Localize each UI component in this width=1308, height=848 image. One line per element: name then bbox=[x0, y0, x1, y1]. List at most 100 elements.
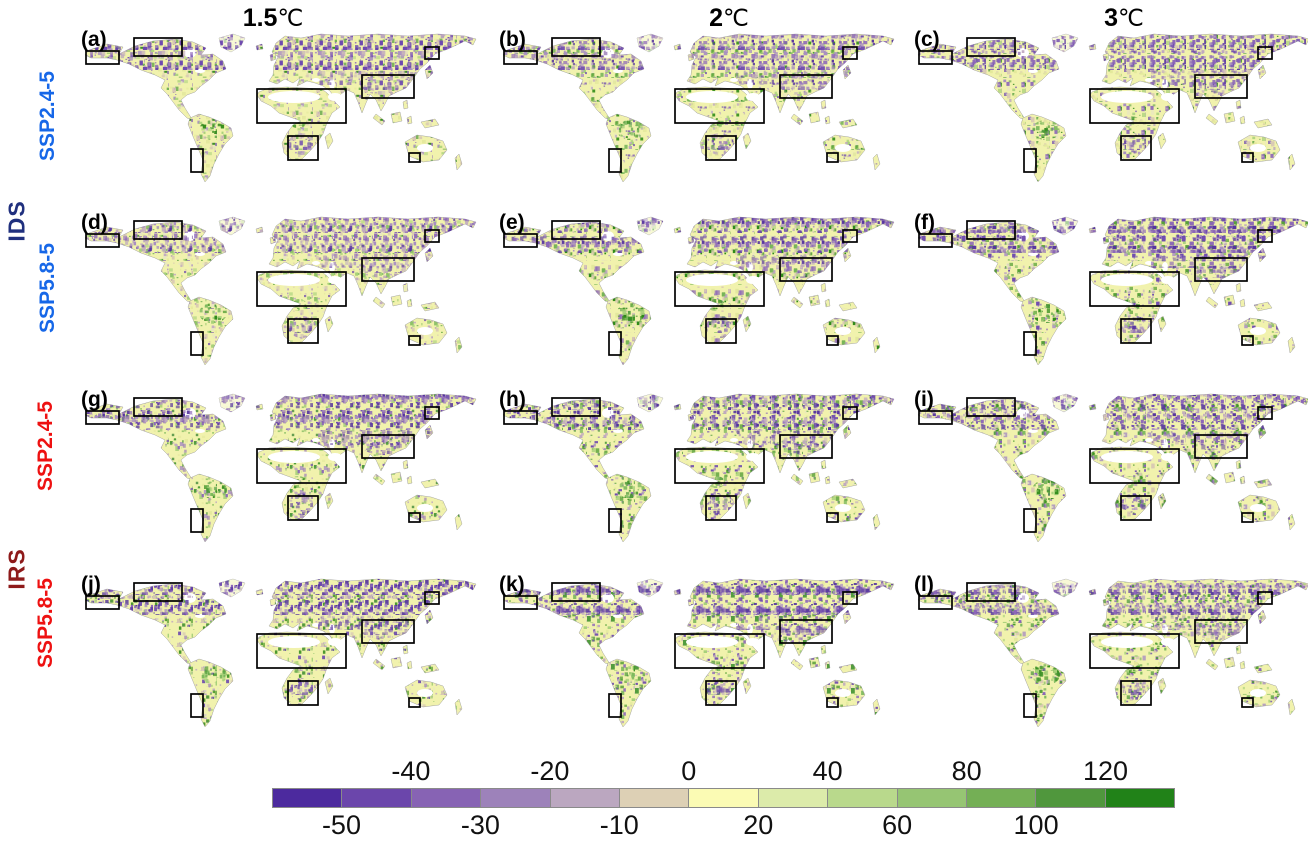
colorbar-segment-10 bbox=[966, 789, 1037, 807]
region-box-chile bbox=[608, 693, 622, 718]
region-box-ne-siberia bbox=[424, 46, 440, 60]
region-box-north-canada bbox=[551, 37, 601, 57]
region-box-north-canada bbox=[551, 220, 601, 240]
region-box-australia bbox=[1241, 697, 1254, 708]
colorbar-tick-0: 0 bbox=[681, 756, 697, 786]
region-box-southern-africa bbox=[705, 495, 737, 521]
region-box-north-canada bbox=[133, 582, 183, 602]
region-box-alaska bbox=[85, 410, 120, 425]
region-box-mediterranean bbox=[674, 88, 765, 124]
region-box-ne-siberia bbox=[424, 406, 440, 420]
region-box-mediterranean bbox=[1089, 271, 1180, 307]
region-box-ne-siberia bbox=[842, 406, 858, 420]
region-box-north-canada bbox=[551, 397, 601, 417]
region-box-australia bbox=[826, 697, 839, 708]
region-box-australia bbox=[826, 152, 839, 163]
world-map bbox=[502, 216, 895, 366]
region-box-north-canada bbox=[966, 37, 1016, 57]
region-box-alaska bbox=[85, 595, 120, 610]
region-box-north-canada bbox=[966, 582, 1016, 602]
region-box-alaska bbox=[503, 233, 538, 248]
world-map bbox=[502, 393, 895, 543]
row-group-label-ids: IDS bbox=[3, 200, 30, 242]
region-box-chile bbox=[608, 331, 622, 356]
colorbar-tick-20: 20 bbox=[743, 810, 774, 840]
region-box-southern-africa bbox=[1120, 495, 1152, 521]
region-box-mediterranean bbox=[256, 271, 347, 307]
region-box-chile bbox=[608, 148, 622, 173]
region-box-australia bbox=[408, 335, 421, 346]
region-box-alaska bbox=[918, 410, 953, 425]
region-box-alaska bbox=[503, 410, 538, 425]
colorbar-segment-7 bbox=[758, 789, 829, 807]
region-box-mediterranean bbox=[1089, 88, 1180, 124]
region-box-mediterranean bbox=[1089, 448, 1180, 484]
column-header-value: 1.5 bbox=[242, 4, 278, 32]
colorbar-tick--50: -50 bbox=[321, 810, 361, 840]
world-map bbox=[502, 33, 895, 183]
region-box-southern-africa bbox=[287, 135, 319, 161]
panel-label-e: (e) bbox=[499, 211, 525, 234]
panel-label-l: (l) bbox=[914, 573, 934, 596]
region-box-mediterranean bbox=[256, 88, 347, 124]
panel-label-i: (i) bbox=[914, 388, 934, 411]
colorbar-segment-4 bbox=[550, 789, 620, 807]
panel-label-k: (k) bbox=[499, 573, 525, 596]
colorbar-tick--10: -10 bbox=[599, 810, 639, 840]
region-box-australia bbox=[1241, 152, 1254, 163]
region-box-chile bbox=[1023, 508, 1037, 533]
region-box-mediterranean bbox=[674, 448, 765, 484]
colorbar-tick-40: 40 bbox=[812, 756, 843, 786]
world-map bbox=[917, 393, 1308, 543]
map-panel-l: (l) bbox=[906, 573, 1308, 751]
world-map bbox=[502, 578, 895, 728]
map-panel-c: (c) bbox=[906, 28, 1308, 206]
region-box-ne-siberia bbox=[842, 229, 858, 243]
region-box-east-asia bbox=[361, 74, 415, 99]
region-box-southern-africa bbox=[1120, 318, 1152, 344]
region-box-southern-africa bbox=[1120, 135, 1152, 161]
region-box-north-canada bbox=[966, 220, 1016, 240]
world-map bbox=[84, 216, 477, 366]
region-box-north-canada bbox=[133, 220, 183, 240]
region-box-ne-siberia bbox=[1257, 229, 1273, 243]
map-panel-e: (e) bbox=[491, 211, 896, 389]
region-box-north-canada bbox=[133, 397, 183, 417]
region-box-southern-africa bbox=[705, 680, 737, 706]
region-box-north-canada bbox=[966, 397, 1016, 417]
panel-label-a: (a) bbox=[81, 28, 107, 51]
region-box-ne-siberia bbox=[1257, 406, 1273, 420]
region-box-alaska bbox=[503, 50, 538, 65]
region-box-east-asia bbox=[361, 257, 415, 282]
panel-label-g: (g) bbox=[81, 388, 108, 411]
region-box-mediterranean bbox=[674, 633, 765, 669]
region-box-east-asia bbox=[779, 434, 833, 459]
region-box-ne-siberia bbox=[424, 591, 440, 605]
region-box-ne-siberia bbox=[842, 46, 858, 60]
column-header-3c: 3℃ bbox=[1104, 4, 1144, 33]
region-box-australia bbox=[408, 512, 421, 523]
map-panel-b: (b) bbox=[491, 28, 896, 206]
panel-label-j: (j) bbox=[81, 573, 101, 596]
colorbar-segment-5 bbox=[619, 789, 690, 807]
row-label-irs-ssp245: SSP2.4-5 bbox=[34, 401, 57, 491]
region-box-mediterranean bbox=[674, 271, 765, 307]
map-panel-j: (j) bbox=[73, 573, 478, 751]
colorbar-tick-60: 60 bbox=[882, 810, 913, 840]
region-box-alaska bbox=[918, 233, 953, 248]
row-label-ids-ssp245: SSP2.4-5 bbox=[36, 71, 59, 161]
map-panel-k: (k) bbox=[491, 573, 896, 751]
region-box-east-asia bbox=[1194, 434, 1248, 459]
degree-celsius-symbol: ℃ bbox=[277, 5, 304, 31]
world-map bbox=[84, 393, 477, 543]
region-box-chile bbox=[190, 693, 204, 718]
region-box-chile bbox=[190, 148, 204, 173]
row-label-irs-ssp585: SSP5.8-5 bbox=[34, 578, 57, 668]
map-panel-i: (i) bbox=[906, 388, 1308, 566]
region-box-alaska bbox=[85, 233, 120, 248]
region-box-east-asia bbox=[779, 74, 833, 99]
region-box-alaska bbox=[918, 50, 953, 65]
row-group-label-irs: IRS bbox=[3, 548, 30, 590]
region-box-australia bbox=[826, 512, 839, 523]
